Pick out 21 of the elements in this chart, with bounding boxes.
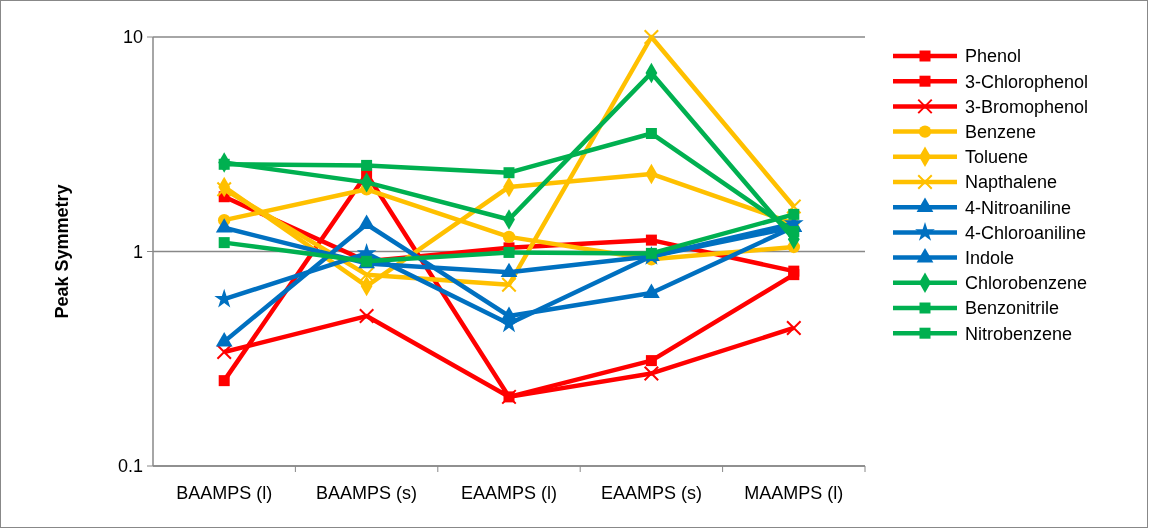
legend-label: Benzonitrile [965, 298, 1060, 319]
legend-label: Napthalene [965, 172, 1058, 193]
legend-label: 3-Bromophenol [965, 96, 1089, 117]
legend-label: 3-Chlorophenol [965, 71, 1089, 92]
legend-label: Benzene [965, 121, 1037, 142]
y-tick-label: 0.1 [117, 456, 143, 477]
y-tick-label: 10 [122, 27, 143, 48]
legend-label: Chlorobenzene [965, 273, 1088, 294]
y-axis-title: Peak Symmetry [52, 184, 72, 319]
x-tick-label: EAAMPS (s) [600, 483, 702, 503]
legend-label: Phenol [965, 46, 1022, 67]
legend-label: 4-Chloroaniline [965, 222, 1087, 243]
y-tick-label: 1 [132, 241, 143, 262]
legend-label: Indole [965, 247, 1015, 268]
x-tick-label: BAAMPS (l) [176, 483, 273, 503]
x-tick-label: BAAMPS (s) [316, 483, 418, 503]
legend-label: 4-Nitroaniline [965, 197, 1072, 218]
legend-label: Nitrobenzene [965, 323, 1073, 344]
x-tick-label: EAAMPS (l) [460, 483, 558, 503]
x-tick-label: MAAMPS (l) [744, 483, 844, 503]
legend-label: Toluene [965, 147, 1029, 168]
